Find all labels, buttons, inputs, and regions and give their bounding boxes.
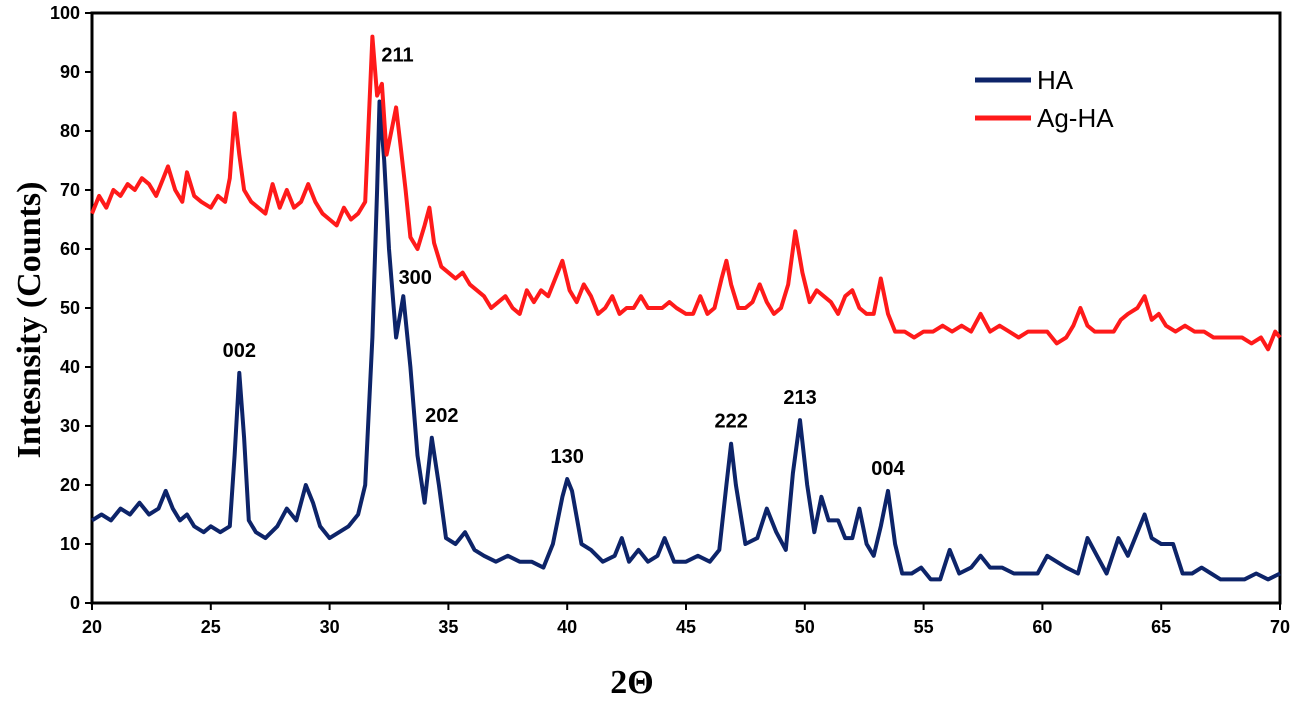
plot-frame xyxy=(90,11,1282,605)
peak-label: 002 xyxy=(223,340,256,362)
x-tick-label: 65 xyxy=(1151,617,1171,637)
y-tick-label: 80 xyxy=(60,121,80,141)
legend-label: HA xyxy=(1037,65,1074,95)
x-tick-label: 70 xyxy=(1270,617,1290,637)
x-tick-label: 60 xyxy=(1032,617,1052,637)
peak-label: 211 xyxy=(381,45,413,67)
x-tick-label: 55 xyxy=(914,617,934,637)
x-tick-label: 40 xyxy=(557,617,577,637)
x-axis-title: 2Θ xyxy=(610,664,653,701)
x-tick-label: 30 xyxy=(320,617,340,637)
y-tick-label: 60 xyxy=(60,239,80,259)
legend: HA Ag-HA xyxy=(975,65,1114,133)
peak-label: 213 xyxy=(783,387,816,409)
y-tick-label: 40 xyxy=(60,357,80,377)
peak-label: 004 xyxy=(871,458,905,480)
series-line-ha xyxy=(90,99,1281,582)
y-tick-label: 0 xyxy=(70,593,80,613)
peak-annotations: 002 211 300 202 130 222 213 004 xyxy=(223,45,906,480)
peak-label: 222 xyxy=(714,411,747,433)
x-tick-label: 50 xyxy=(795,617,815,637)
peak-label: 300 xyxy=(399,267,432,289)
x-tick-label: 35 xyxy=(438,617,458,637)
series-line-ag-ha xyxy=(90,34,1282,352)
axes: 20 25 30 35 40 45 50 55 60 65 70 0 10 20 30 40 50 60 70 80 9… xyxy=(50,3,1290,637)
y-tick-label: 70 xyxy=(60,180,80,200)
y-tick-label: 30 xyxy=(60,416,80,436)
y-tick-label: 90 xyxy=(60,62,80,82)
y-tick-label: 10 xyxy=(60,534,80,554)
y-tick-label: 20 xyxy=(60,475,80,495)
legend-label: Ag-HA xyxy=(1037,103,1114,133)
peak-label: 202 xyxy=(425,405,458,427)
x-tick-label: 45 xyxy=(676,617,696,637)
y-tick-label: 50 xyxy=(60,298,80,318)
x-tick-label: 20 xyxy=(82,617,102,637)
y-axis-title: Intesnsity (Counts) xyxy=(11,182,48,459)
peak-label: 130 xyxy=(551,446,584,468)
series-group xyxy=(90,34,1282,582)
x-tick-label: 25 xyxy=(201,617,221,637)
y-tick-label: 100 xyxy=(50,3,80,23)
